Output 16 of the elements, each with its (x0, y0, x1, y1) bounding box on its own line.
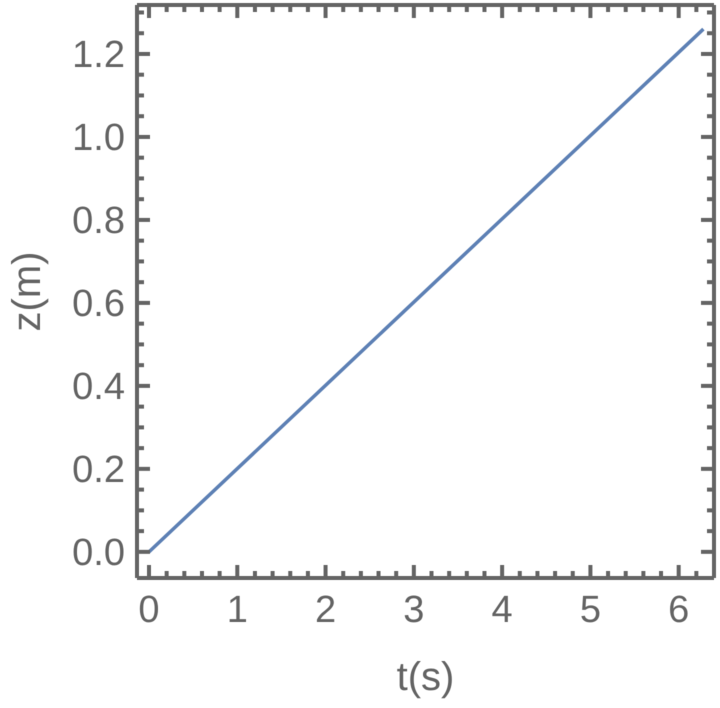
x-tick-label: 4 (492, 589, 513, 631)
y-axis-title: z(m) (5, 252, 50, 332)
x-tick-label: 3 (403, 589, 424, 631)
x-tick-label: 2 (314, 589, 336, 631)
x-tick-label: 5 (580, 589, 601, 631)
y-tick-label: 1.2 (72, 34, 125, 76)
y-tick-label: 0.2 (72, 448, 125, 491)
y-tick-label: 0.8 (72, 200, 125, 242)
y-tick-label: 0.4 (72, 366, 125, 408)
y-tick-label: 0.6 (72, 282, 125, 325)
x-tick-label: 1 (226, 589, 248, 631)
x-tick-label: 6 (668, 589, 690, 631)
y-tick-label: 1.0 (72, 116, 125, 159)
y-tick-label: 0.0 (72, 532, 125, 574)
x-tick-label: 0 (138, 589, 160, 631)
x-axis-title: t(s) (396, 655, 454, 699)
